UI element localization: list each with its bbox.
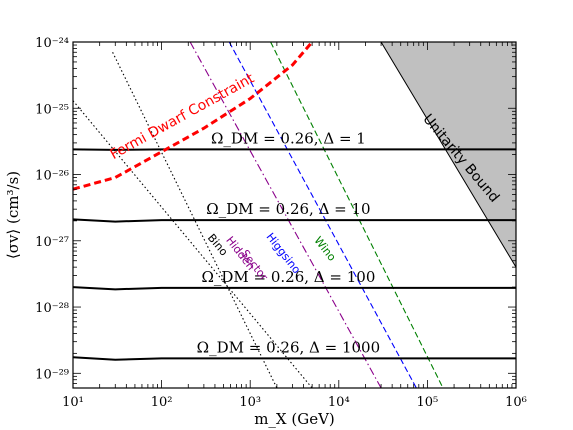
model-line-4 (270, 42, 444, 388)
axis-ticks (72, 41, 517, 389)
x-tick-label: 10² (151, 395, 173, 410)
relic-curve-label-1: Ω_DM = 0.26, Δ = 10 (206, 200, 370, 218)
x-tick-label: 10⁵ (417, 395, 439, 410)
x-tick-label: 10¹ (62, 395, 84, 410)
y-tick-label: 10⁻²⁶ (35, 169, 69, 184)
relic-curve-label-0: Ω_DM = 0.26, Δ = 1 (211, 129, 366, 147)
relic-curve-0 (73, 148, 516, 151)
y-tick-label: 10⁻²⁸ (35, 301, 69, 316)
unitarity-region (380, 42, 516, 269)
x-tick-label: 10⁶ (505, 395, 527, 410)
relic-curve-3 (73, 356, 516, 361)
y-axis-title: ⟨σv⟩ (cm³/s) (4, 171, 22, 259)
y-tick-label: 10⁻²⁷ (35, 235, 69, 250)
model-line-2 (189, 42, 382, 388)
relic-curve-label-3: Ω_DM = 0.26, Δ = 1000 (197, 338, 380, 356)
y-tick-label: 10⁻²⁹ (35, 367, 69, 382)
model-line-3 (228, 42, 417, 388)
x-tick-label: 10⁴ (328, 395, 350, 410)
relic-curve-2 (73, 286, 516, 291)
y-tick-label: 10⁻²⁴ (35, 36, 69, 51)
plot-area (73, 42, 516, 388)
plot-frame (72, 41, 517, 389)
y-tick-label: 10⁻²⁵ (35, 102, 69, 117)
x-tick-label: 10³ (239, 395, 261, 410)
fermi-constraint-line (73, 42, 314, 191)
x-axis-title: m_X (GeV) (254, 410, 335, 428)
model-label-4-0: Wino (311, 234, 338, 264)
relic-curve-label-2: Ω_DM = 0.26, Δ = 100 (201, 268, 375, 286)
relic-curve-1 (73, 218, 516, 223)
